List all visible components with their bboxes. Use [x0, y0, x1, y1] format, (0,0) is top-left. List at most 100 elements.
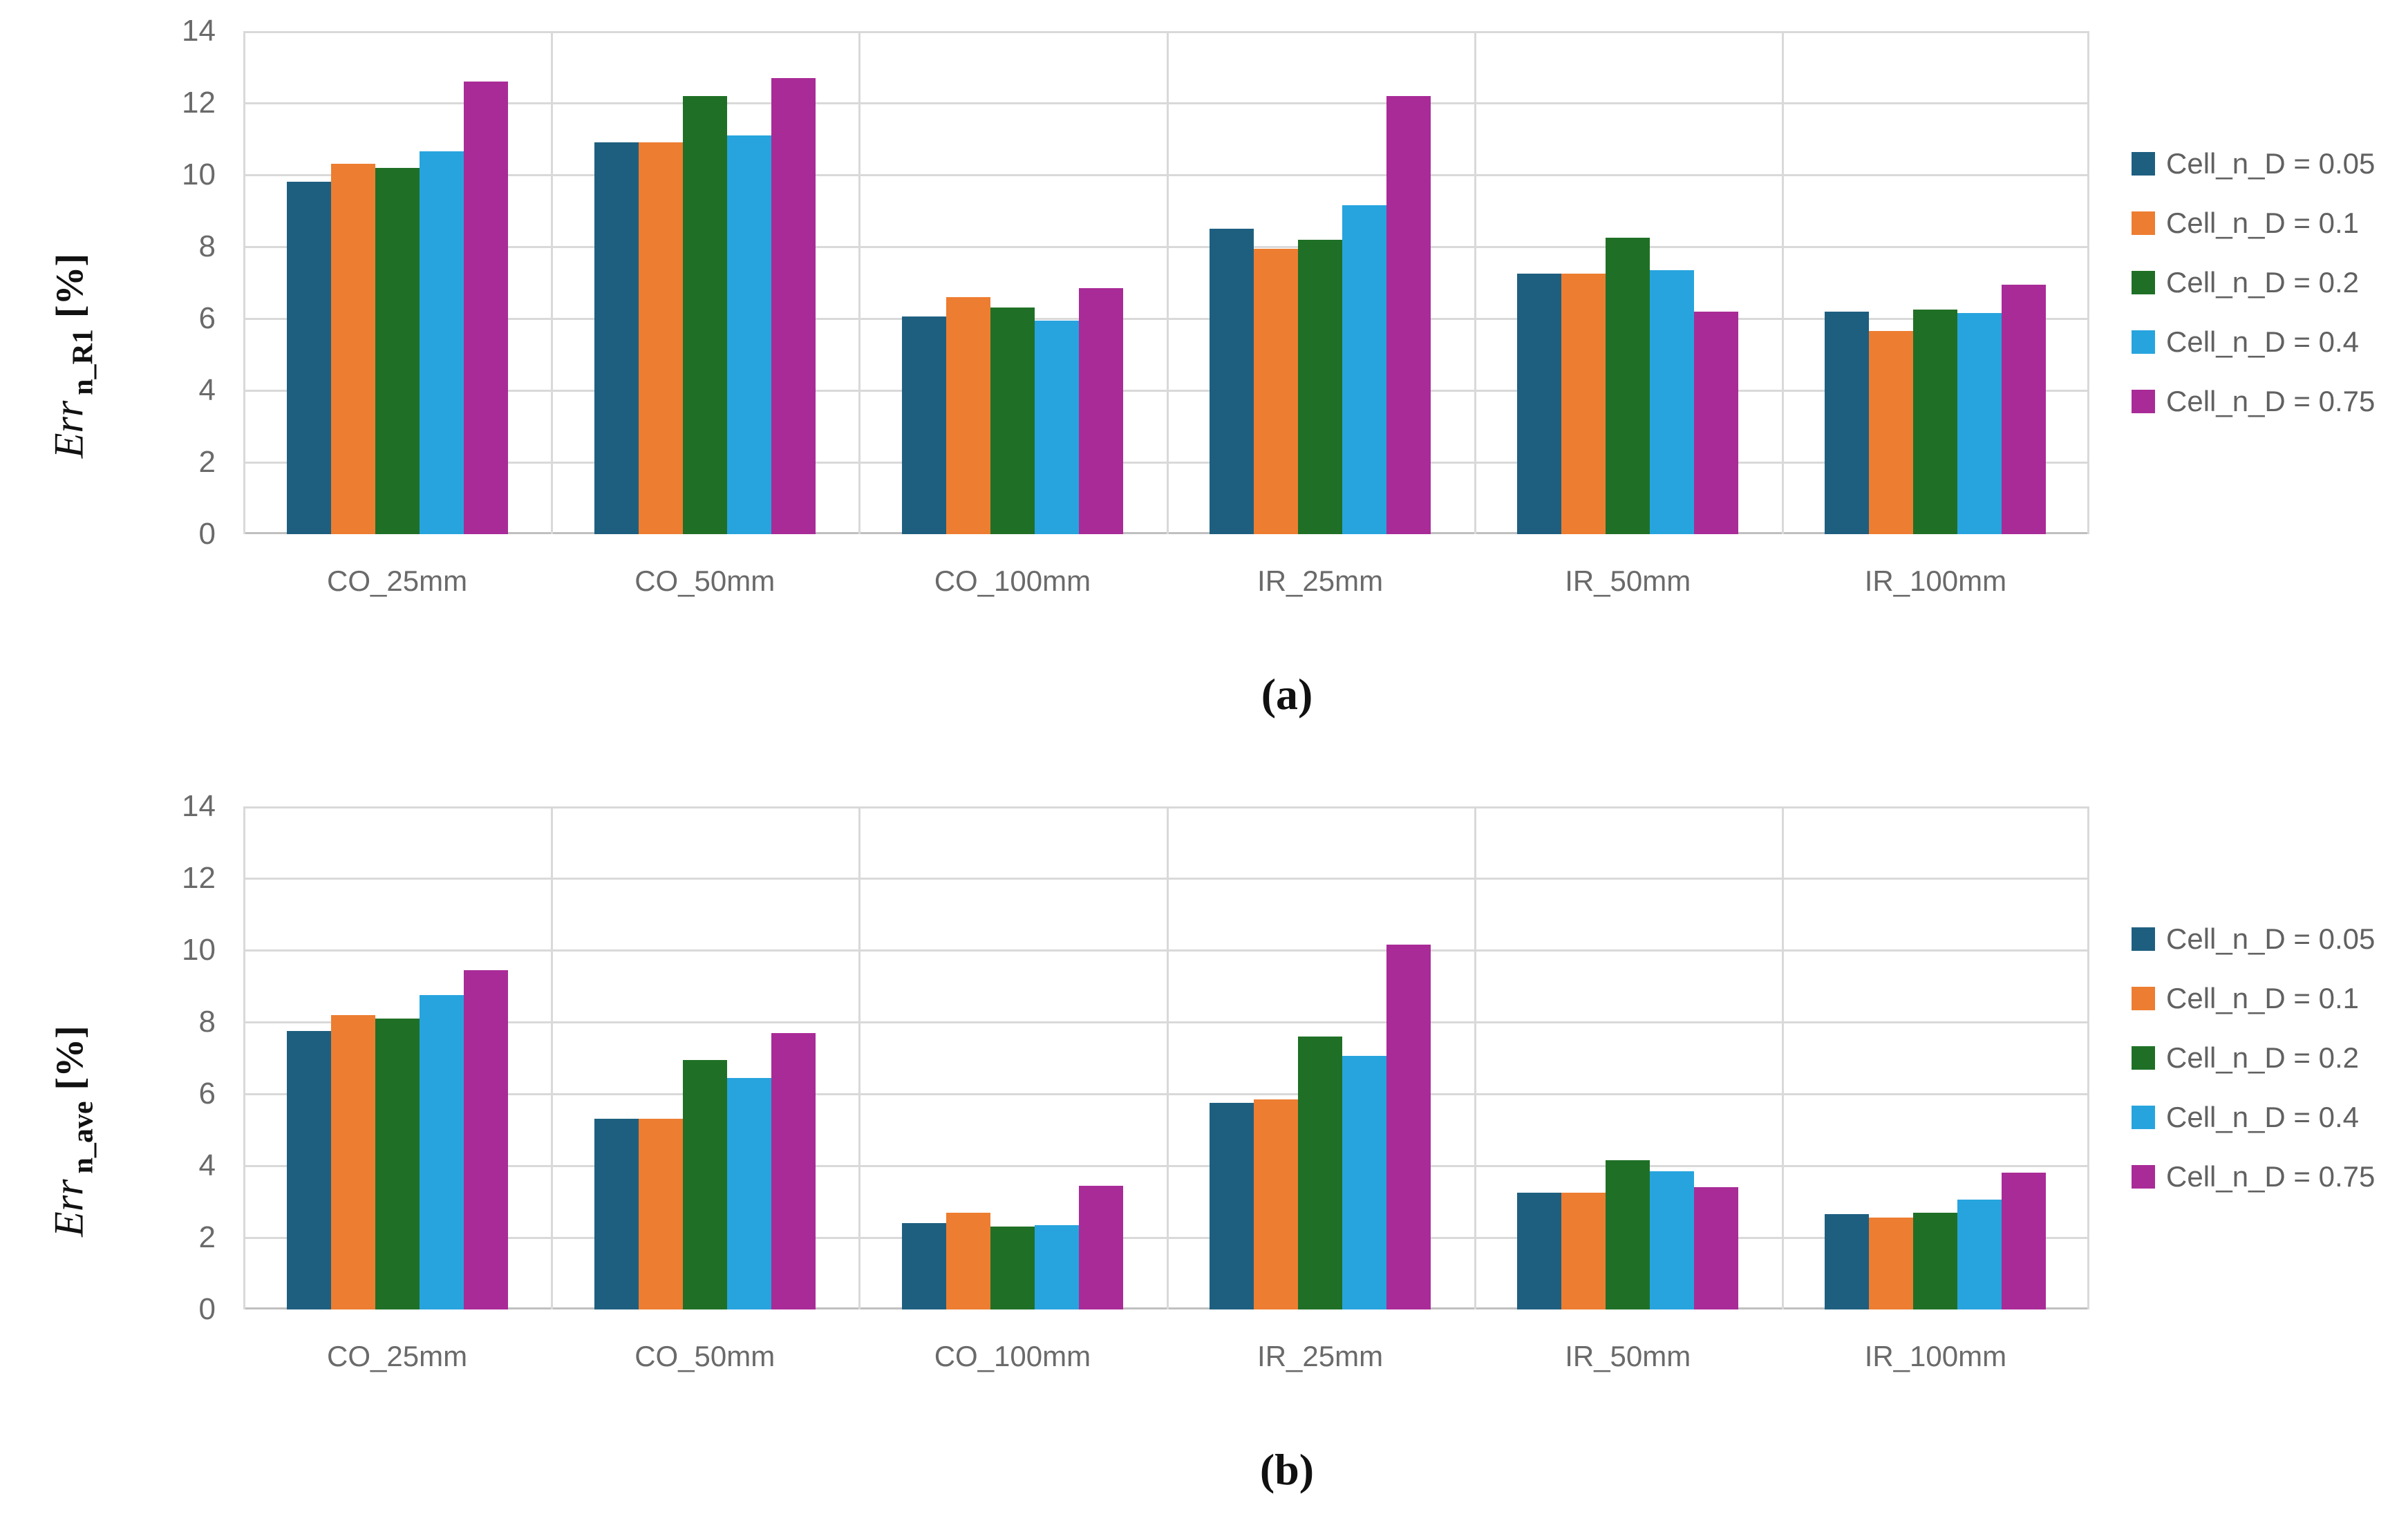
bar-CO_25mm-Cell_n_D=0.75	[463, 82, 508, 534]
legend-item-Cell_n_D=0.1: Cell_n_D = 0.1	[2132, 206, 2375, 240]
plot-area	[243, 31, 2089, 534]
legend-swatch-icon	[2132, 927, 2155, 951]
x-category-label-CO_25mm: CO_25mm	[327, 1340, 468, 1372]
bar-IR_50mm-Cell_n_D=0.1	[1561, 274, 1606, 534]
legend-item-Cell_n_D=0.4: Cell_n_D = 0.4	[2132, 325, 2375, 359]
gridline-x-0	[243, 31, 245, 534]
legend-swatch-icon	[2132, 987, 2155, 1010]
legend-swatch-icon	[2132, 152, 2155, 176]
bar-IR_25mm-Cell_n_D=0.4	[1342, 1056, 1387, 1309]
bar-IR_50mm-Cell_n_D=0.1	[1561, 1193, 1606, 1309]
caption-a: (a)	[1261, 670, 1313, 719]
bar-CO_50mm-Cell_n_D=0.4	[726, 135, 771, 534]
bar-group-IR_25mm	[1167, 31, 1474, 534]
y-axis-title: Errn_ave[%]	[46, 1025, 100, 1237]
y-tick-label-12: 12	[182, 86, 216, 120]
bar-IR_100mm-Cell_n_D=0.4	[1957, 313, 2002, 534]
bar-group-IR_50mm	[1474, 806, 1782, 1309]
bar-CO_100mm-Cell_n_D=0.75	[1078, 1186, 1123, 1309]
gridline-x-4	[1474, 806, 1476, 1309]
bar-CO_100mm-Cell_n_D=0.2	[990, 1227, 1035, 1309]
legend-swatch-icon	[2132, 330, 2155, 354]
x-category-label-CO_100mm: CO_100mm	[934, 565, 1091, 597]
bar-IR_100mm-Cell_n_D=0.2	[1913, 310, 1958, 534]
bar-CO_25mm-Cell_n_D=0.05	[286, 1031, 331, 1309]
legend-label: Cell_n_D = 0.75	[2166, 385, 2376, 417]
legend-label: Cell_n_D = 0.2	[2166, 266, 2360, 299]
bar-IR_50mm-Cell_n_D=0.75	[1694, 1187, 1739, 1309]
bar-CO_100mm-Cell_n_D=0.1	[946, 297, 990, 534]
legend-label: Cell_n_D = 0.1	[2166, 982, 2360, 1014]
bar-group-IR_100mm	[1782, 806, 2089, 1309]
bar-CO_100mm-Cell_n_D=0.2	[990, 308, 1035, 534]
gridline-x-3	[1167, 806, 1169, 1309]
legend-swatch-icon	[2132, 1106, 2155, 1129]
bar-IR_100mm-Cell_n_D=0.05	[1825, 1214, 1870, 1309]
legend-item-Cell_n_D=0.05: Cell_n_D = 0.05	[2132, 922, 2375, 956]
y-tick-label-2: 2	[198, 1220, 216, 1254]
legend-item-Cell_n_D=0.4: Cell_n_D = 0.4	[2132, 1100, 2375, 1135]
legend-swatch-icon	[2132, 271, 2155, 294]
bar-CO_25mm-Cell_n_D=0.1	[330, 1015, 375, 1309]
y-tick-label-8: 8	[198, 229, 216, 263]
gridlines	[243, 31, 2089, 534]
y-tick-label-4: 4	[198, 1148, 216, 1182]
x-axis-line	[243, 1307, 2089, 1309]
bar-CO_50mm-Cell_n_D=0.75	[771, 78, 816, 534]
y-tick-label-14: 14	[182, 789, 216, 823]
gridline-y-8	[243, 246, 2089, 248]
bar-CO_25mm-Cell_n_D=0.4	[419, 995, 464, 1309]
gridline-y-10	[243, 174, 2089, 176]
bar-group-IR_25mm	[1167, 806, 1474, 1309]
bar-CO_100mm-Cell_n_D=0.05	[901, 316, 946, 534]
gridline-y-6	[243, 318, 2089, 320]
bar-CO_50mm-Cell_n_D=0.4	[726, 1078, 771, 1309]
legend: Cell_n_D = 0.05 Cell_n_D = 0.1 Cell_n_D = …	[2132, 146, 2375, 419]
bar-IR_25mm-Cell_n_D=0.4	[1342, 205, 1387, 534]
gridline-y-12	[243, 878, 2089, 880]
bar-IR_25mm-Cell_n_D=0.75	[1386, 945, 1431, 1309]
chart-a: Errn_R1[%] 0 2 4 6 8 10 12 14 CO_25mm CO_50mm CO_…	[46, 14, 2376, 719]
bar-CO_50mm-Cell_n_D=0.05	[594, 142, 639, 534]
bar-CO_25mm-Cell_n_D=0.2	[375, 1019, 420, 1309]
x-category-label-IR_25mm: IR_25mm	[1257, 1340, 1384, 1372]
caption-b: (b)	[1259, 1445, 1315, 1494]
x-axis-line	[243, 532, 2089, 534]
gridline-x-2	[858, 806, 860, 1309]
bar-IR_50mm-Cell_n_D=0.05	[1517, 1193, 1562, 1309]
gridline-x-5	[1782, 31, 1784, 534]
bar-IR_100mm-Cell_n_D=0.75	[2002, 285, 2047, 534]
y-axis-title: Errn_R1[%]	[46, 254, 100, 458]
bar-IR_25mm-Cell_n_D=0.75	[1386, 96, 1431, 534]
bar-CO_50mm-Cell_n_D=0.2	[682, 1060, 727, 1309]
bar-CO_25mm-Cell_n_D=0.75	[463, 970, 508, 1309]
bar-IR_100mm-Cell_n_D=0.75	[2002, 1173, 2047, 1309]
legend-item-Cell_n_D=0.1: Cell_n_D = 0.1	[2132, 981, 2375, 1016]
bar-CO_100mm-Cell_n_D=0.4	[1034, 1225, 1079, 1309]
bar-IR_50mm-Cell_n_D=0.4	[1650, 1171, 1695, 1309]
x-category-label-IR_25mm: IR_25mm	[1257, 565, 1384, 597]
gridline-y-12	[243, 102, 2089, 104]
y-tick-label-8: 8	[198, 1005, 216, 1039]
x-category-label-CO_50mm: CO_50mm	[634, 565, 775, 597]
bar-IR_50mm-Cell_n_D=0.05	[1517, 274, 1562, 534]
bar-groups	[243, 31, 2089, 534]
bar-CO_50mm-Cell_n_D=0.2	[682, 96, 727, 534]
x-category-label-CO_50mm: CO_50mm	[634, 1340, 775, 1372]
bar-group-IR_100mm	[1782, 31, 2089, 534]
bar-IR_100mm-Cell_n_D=0.1	[1869, 1218, 1914, 1309]
legend-label: Cell_n_D = 0.1	[2166, 207, 2360, 239]
bar-IR_25mm-Cell_n_D=0.05	[1210, 1103, 1254, 1309]
gridline-x-1	[551, 806, 553, 1309]
bar-IR_100mm-Cell_n_D=0.1	[1869, 331, 1914, 534]
legend-item-Cell_n_D=0.75: Cell_n_D = 0.75	[2132, 1160, 2375, 1194]
bar-CO_100mm-Cell_n_D=0.75	[1078, 288, 1123, 534]
bar-CO_25mm-Cell_n_D=0.05	[286, 182, 331, 534]
bar-IR_25mm-Cell_n_D=0.2	[1298, 240, 1343, 534]
x-category-label-CO_25mm: CO_25mm	[327, 565, 468, 597]
y-tick-label-10: 10	[182, 933, 216, 967]
bar-CO_50mm-Cell_n_D=0.05	[594, 1119, 639, 1309]
gridline-x-0	[243, 806, 245, 1309]
bar-group-CO_100mm	[858, 31, 1166, 534]
